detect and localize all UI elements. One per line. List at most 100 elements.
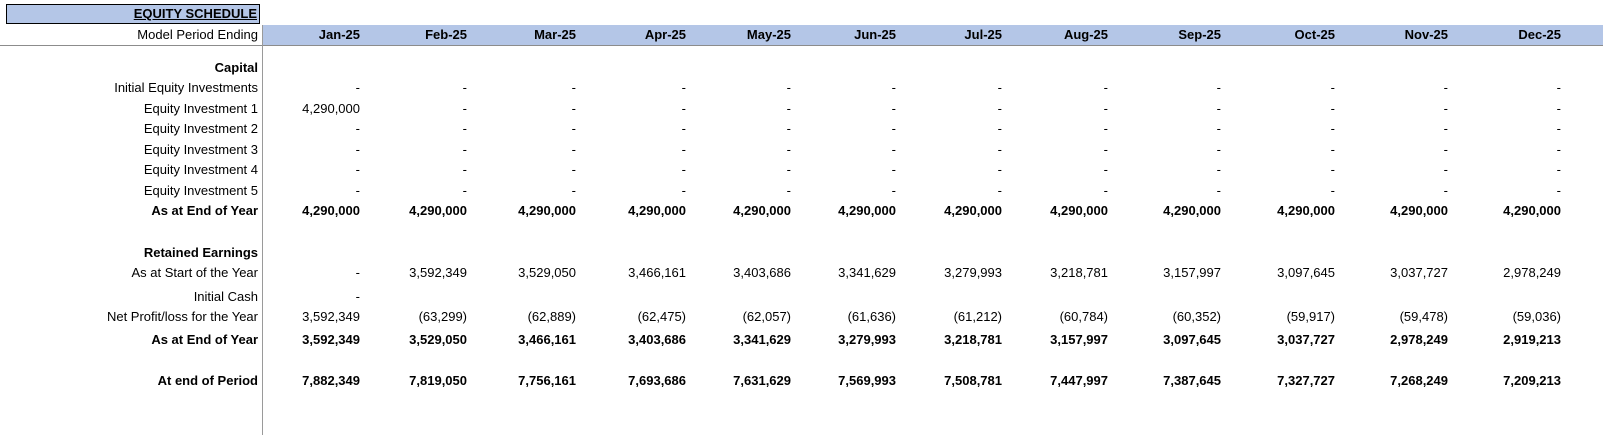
table-cell[interactable]: - xyxy=(681,80,686,95)
row-label[interactable]: Equity Investment 4 xyxy=(143,162,258,177)
table-cell[interactable]: - xyxy=(1556,142,1561,157)
table-cell[interactable]: (59,917) xyxy=(1286,309,1335,324)
table-cell[interactable]: - xyxy=(786,121,791,136)
row-label[interactable]: As at Start of the Year xyxy=(131,265,258,280)
table-cell[interactable]: 4,290,000 xyxy=(1503,203,1561,218)
table-cell[interactable]: 2,978,249 xyxy=(1390,332,1448,347)
table-cell[interactable]: 3,403,686 xyxy=(628,332,686,347)
table-cell[interactable]: (60,784) xyxy=(1059,309,1108,324)
table-cell[interactable]: (59,036) xyxy=(1512,309,1561,324)
table-cell[interactable]: - xyxy=(891,101,896,116)
row-label[interactable]: Equity Investment 1 xyxy=(143,101,258,116)
table-cell[interactable]: - xyxy=(462,101,467,116)
table-cell[interactable]: 7,569,993 xyxy=(838,373,896,388)
table-cell[interactable]: - xyxy=(997,183,1002,198)
table-cell[interactable]: - xyxy=(1443,101,1448,116)
table-cell[interactable]: - xyxy=(355,142,360,157)
table-cell[interactable]: - xyxy=(681,162,686,177)
table-cell[interactable]: - xyxy=(462,183,467,198)
table-cell[interactable]: - xyxy=(1330,183,1335,198)
table-cell[interactable]: - xyxy=(1443,80,1448,95)
table-cell[interactable]: - xyxy=(786,142,791,157)
period-header-2[interactable]: Feb-25 xyxy=(425,27,467,42)
table-cell[interactable]: - xyxy=(1103,162,1108,177)
table-cell[interactable]: - xyxy=(1330,80,1335,95)
table-cell[interactable]: - xyxy=(355,162,360,177)
table-cell[interactable]: - xyxy=(997,80,1002,95)
table-cell[interactable]: 3,218,781 xyxy=(1050,265,1108,280)
table-cell[interactable]: - xyxy=(355,121,360,136)
table-cell[interactable]: 3,592,349 xyxy=(409,265,467,280)
table-cell[interactable]: (60,352) xyxy=(1172,309,1221,324)
table-cell[interactable]: - xyxy=(355,183,360,198)
table-cell[interactable]: 3,341,629 xyxy=(838,265,896,280)
table-cell[interactable]: 3,097,645 xyxy=(1277,265,1335,280)
table-cell[interactable]: 7,327,727 xyxy=(1277,373,1335,388)
table-cell[interactable]: 4,290,000 xyxy=(628,203,686,218)
period-header-1[interactable]: Jan-25 xyxy=(318,27,360,42)
table-cell[interactable]: - xyxy=(1330,142,1335,157)
table-cell[interactable]: - xyxy=(1216,142,1221,157)
table-cell[interactable]: (63,299) xyxy=(418,309,467,324)
table-cell[interactable]: 3,529,050 xyxy=(518,265,576,280)
table-cell[interactable]: - xyxy=(891,162,896,177)
table-cell[interactable]: - xyxy=(891,183,896,198)
table-cell[interactable]: 7,693,686 xyxy=(628,373,686,388)
table-cell[interactable]: - xyxy=(681,142,686,157)
schedule-title[interactable]: EQUITY SCHEDULE xyxy=(6,4,260,24)
table-cell[interactable]: - xyxy=(1556,183,1561,198)
table-cell[interactable]: - xyxy=(786,80,791,95)
table-cell[interactable]: - xyxy=(997,121,1002,136)
table-cell[interactable]: - xyxy=(786,183,791,198)
table-cell[interactable]: - xyxy=(1556,80,1561,95)
table-cell[interactable]: 4,290,000 xyxy=(1050,203,1108,218)
row-label[interactable]: Net Profit/loss for the Year xyxy=(106,309,258,324)
table-cell[interactable]: - xyxy=(997,162,1002,177)
period-header-8[interactable]: Aug-25 xyxy=(1063,27,1108,42)
table-cell[interactable]: 7,756,161 xyxy=(518,373,576,388)
table-cell[interactable]: 4,290,000 xyxy=(302,203,360,218)
table-cell[interactable]: 3,097,645 xyxy=(1163,332,1221,347)
period-header-7[interactable]: Jul-25 xyxy=(964,27,1002,42)
table-cell[interactable]: - xyxy=(571,162,576,177)
table-cell[interactable]: (61,636) xyxy=(847,309,896,324)
table-cell[interactable]: - xyxy=(462,162,467,177)
table-cell[interactable]: (62,475) xyxy=(637,309,686,324)
row-label[interactable]: Retained Earnings xyxy=(143,245,258,260)
table-cell[interactable]: - xyxy=(1556,121,1561,136)
table-cell[interactable]: - xyxy=(571,101,576,116)
header-label[interactable]: Model Period Ending xyxy=(137,27,258,42)
table-cell[interactable]: 3,157,997 xyxy=(1050,332,1108,347)
table-cell[interactable]: 3,279,993 xyxy=(944,265,1002,280)
table-cell[interactable]: - xyxy=(1330,121,1335,136)
table-cell[interactable]: 4,290,000 xyxy=(944,203,1002,218)
table-cell[interactable]: - xyxy=(1556,162,1561,177)
table-cell[interactable]: 4,290,000 xyxy=(518,203,576,218)
table-cell[interactable]: 7,631,629 xyxy=(733,373,791,388)
table-cell[interactable]: 3,466,161 xyxy=(628,265,686,280)
table-cell[interactable]: - xyxy=(1330,162,1335,177)
period-header-5[interactable]: May-25 xyxy=(746,27,791,42)
table-cell[interactable]: - xyxy=(1443,183,1448,198)
period-header-6[interactable]: Jun-25 xyxy=(854,27,896,42)
table-cell[interactable]: - xyxy=(786,162,791,177)
table-cell[interactable]: 2,919,213 xyxy=(1503,332,1561,347)
table-cell[interactable]: (62,889) xyxy=(527,309,576,324)
table-cell[interactable]: (61,212) xyxy=(953,309,1002,324)
period-header-9[interactable]: Sep-25 xyxy=(1178,27,1221,42)
table-cell[interactable]: 3,037,727 xyxy=(1390,265,1448,280)
table-cell[interactable]: 3,466,161 xyxy=(518,332,576,347)
table-cell[interactable]: - xyxy=(571,142,576,157)
table-cell[interactable]: - xyxy=(997,101,1002,116)
table-cell[interactable]: - xyxy=(571,121,576,136)
row-label[interactable]: Equity Investment 3 xyxy=(143,142,258,157)
table-cell[interactable]: 3,341,629 xyxy=(733,332,791,347)
table-cell[interactable]: - xyxy=(891,121,896,136)
row-label[interactable]: Equity Investment 5 xyxy=(143,183,258,198)
table-cell[interactable]: - xyxy=(997,142,1002,157)
table-cell[interactable]: - xyxy=(1216,121,1221,136)
table-cell[interactable]: - xyxy=(1103,101,1108,116)
table-cell[interactable]: - xyxy=(1216,183,1221,198)
table-cell[interactable]: - xyxy=(571,183,576,198)
table-cell[interactable]: 7,268,249 xyxy=(1390,373,1448,388)
